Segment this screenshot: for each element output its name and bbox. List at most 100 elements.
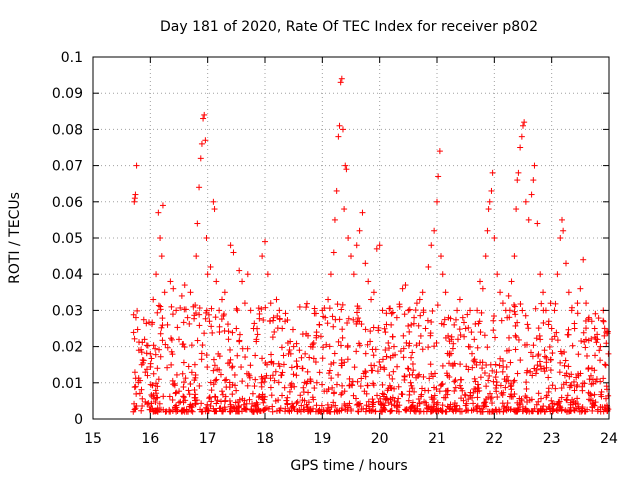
data-point xyxy=(234,352,241,359)
data-point xyxy=(364,382,371,389)
data-point xyxy=(251,320,258,327)
data-point xyxy=(369,403,376,410)
y-tick-label: 0.01 xyxy=(52,376,83,392)
y-tick-label: 0.04 xyxy=(52,267,83,283)
data-point xyxy=(463,363,470,370)
data-point xyxy=(158,253,165,260)
data-point xyxy=(198,140,205,147)
data-point xyxy=(154,309,161,316)
data-point xyxy=(433,385,440,392)
data-point xyxy=(563,379,570,386)
data-point xyxy=(376,242,383,249)
data-point xyxy=(221,327,228,334)
data-point xyxy=(513,408,520,415)
data-point xyxy=(169,396,176,403)
data-point xyxy=(229,363,236,370)
data-point xyxy=(148,355,155,362)
data-point xyxy=(477,408,484,415)
data-point xyxy=(331,350,338,357)
data-point xyxy=(511,377,518,384)
data-point xyxy=(505,347,512,354)
data-point xyxy=(356,227,363,234)
data-point xyxy=(345,235,352,241)
data-point xyxy=(252,352,259,359)
data-point xyxy=(411,388,418,395)
data-point xyxy=(529,353,536,360)
data-point xyxy=(359,209,366,216)
data-point xyxy=(216,366,223,373)
data-point xyxy=(180,383,187,390)
data-point xyxy=(394,399,401,406)
data-point xyxy=(350,271,357,278)
data-point xyxy=(317,408,324,415)
data-point xyxy=(150,342,157,349)
data-point xyxy=(494,394,501,401)
data-point xyxy=(157,330,164,337)
data-point xyxy=(411,404,418,411)
data-point xyxy=(208,398,215,405)
data-point xyxy=(353,309,360,316)
data-point xyxy=(212,377,219,384)
data-point xyxy=(168,361,175,368)
data-point xyxy=(546,405,553,412)
data-point xyxy=(534,362,541,369)
data-point xyxy=(450,340,457,347)
chart-title: Day 181 of 2020, Rate Of TEC Index for r… xyxy=(160,19,538,35)
data-point xyxy=(246,396,253,403)
data-point xyxy=(556,369,563,376)
data-point xyxy=(303,304,310,311)
data-point xyxy=(503,407,510,414)
data-point xyxy=(245,371,252,378)
data-point xyxy=(180,393,187,400)
data-point xyxy=(131,369,138,376)
data-point xyxy=(132,383,139,390)
data-point xyxy=(456,326,463,333)
data-point xyxy=(319,355,326,362)
data-point xyxy=(227,408,234,415)
data-point xyxy=(581,380,588,387)
data-point xyxy=(565,326,572,333)
data-point xyxy=(150,370,157,377)
data-point xyxy=(575,370,582,377)
data-point xyxy=(136,390,143,397)
data-point xyxy=(194,337,201,344)
data-point xyxy=(425,344,432,351)
data-point xyxy=(331,408,338,415)
data-point xyxy=(458,395,465,402)
data-point xyxy=(381,391,388,398)
data-point xyxy=(193,253,200,260)
data-point xyxy=(567,404,574,411)
data-point xyxy=(284,394,291,401)
data-point xyxy=(150,296,157,303)
data-point xyxy=(244,382,251,389)
data-point xyxy=(484,344,491,351)
data-point xyxy=(395,383,402,390)
y-tick-label: 0.1 xyxy=(61,50,83,66)
data-point xyxy=(355,408,362,415)
data-point xyxy=(143,320,150,327)
data-point xyxy=(511,303,518,310)
data-point xyxy=(515,336,522,343)
data-point xyxy=(138,361,145,368)
x-tick-label: 23 xyxy=(543,431,561,447)
data-point xyxy=(283,397,290,404)
data-point xyxy=(553,329,560,336)
data-point xyxy=(132,191,139,198)
data-point xyxy=(296,303,303,310)
data-point xyxy=(130,329,137,336)
data-point xyxy=(579,383,586,390)
data-point xyxy=(286,346,293,353)
data-point xyxy=(408,403,415,410)
data-point xyxy=(431,392,438,399)
data-point xyxy=(530,342,537,349)
data-point xyxy=(574,401,581,408)
data-point xyxy=(569,342,576,349)
data-point xyxy=(188,407,195,414)
data-point xyxy=(336,122,343,129)
data-point xyxy=(481,402,488,409)
data-point xyxy=(535,390,542,397)
data-point xyxy=(251,407,258,414)
data-point xyxy=(313,379,320,386)
data-point xyxy=(304,404,311,411)
data-point xyxy=(402,282,409,289)
